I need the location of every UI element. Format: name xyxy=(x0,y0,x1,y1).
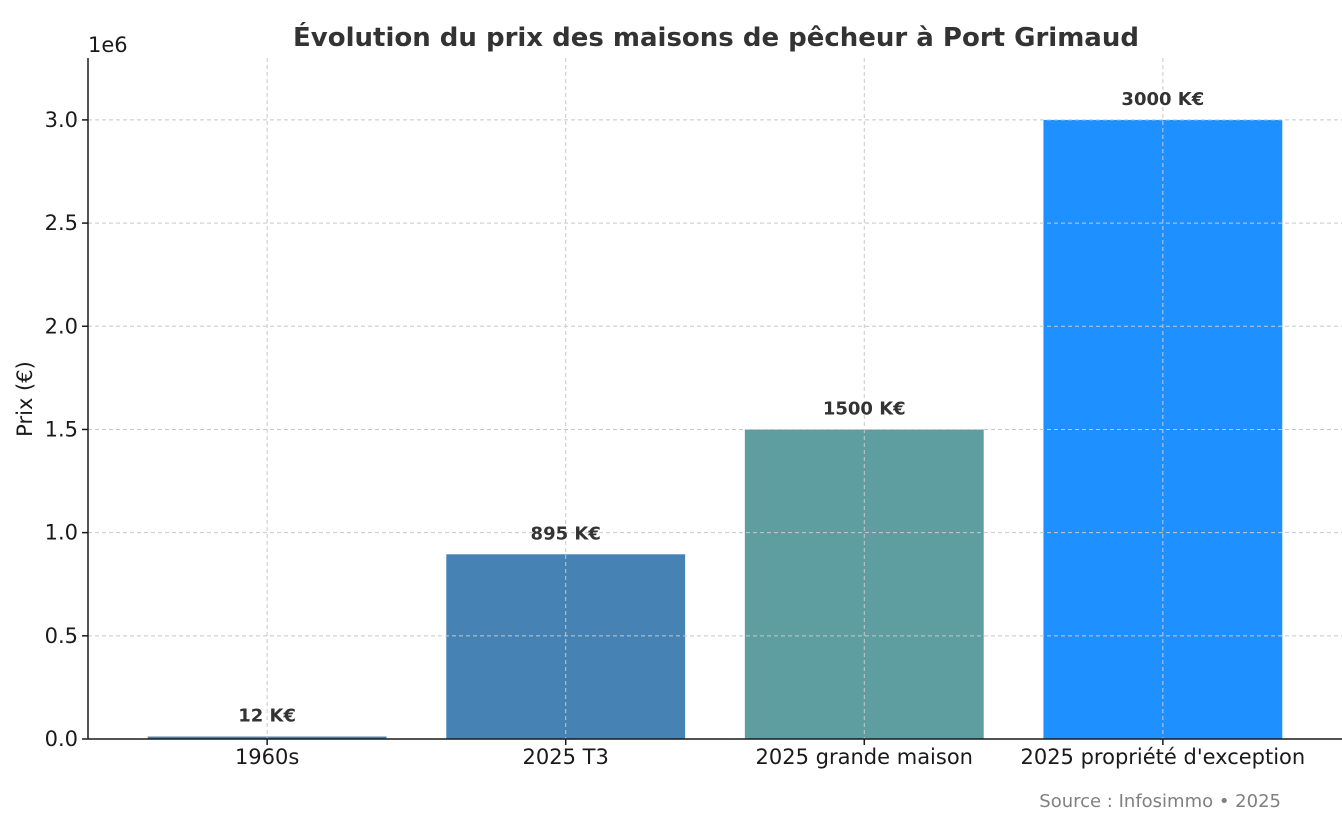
chart-title: Évolution du prix des maisons de pêcheur… xyxy=(293,21,1139,53)
data-labels: 12 K€ 895 K€ 1500 K€ 3000 K€ xyxy=(238,89,1204,727)
y-tick-label: 1.0 xyxy=(45,521,78,545)
y-tick-label: 2.0 xyxy=(45,314,78,338)
bar-value-label: 12 K€ xyxy=(238,706,296,727)
y-tick-label: 3.0 xyxy=(45,108,78,132)
y-ticks: 0.0 0.5 1.0 1.5 2.0 2.5 3.0 xyxy=(45,108,88,751)
bar-value-label: 3000 K€ xyxy=(1121,89,1204,110)
axes xyxy=(87,58,1342,740)
source-note: Source : Infosimmo • 2025 xyxy=(1039,791,1281,812)
x-ticks: 1960s 2025 T3 2025 grande maison 2025 propr… xyxy=(235,739,1305,769)
y-axis-offset-text: 1e6 xyxy=(88,33,128,57)
x-tick-label: 1960s xyxy=(235,745,299,769)
y-tick-label: 1.5 xyxy=(45,417,78,441)
x-tick-label: 2025 T3 xyxy=(523,745,609,769)
bar-value-label: 895 K€ xyxy=(531,523,601,544)
y-tick-label: 2.5 xyxy=(45,211,78,235)
x-tick-label: 2025 grande maison xyxy=(756,745,973,769)
x-tick-label: 2025 propriété d'exception xyxy=(1020,745,1305,769)
y-axis-label: Prix (€) xyxy=(13,361,37,437)
y-tick-label: 0.5 xyxy=(45,624,78,648)
y-tick-label: 0.0 xyxy=(45,727,78,751)
bar-value-label: 1500 K€ xyxy=(823,398,906,419)
